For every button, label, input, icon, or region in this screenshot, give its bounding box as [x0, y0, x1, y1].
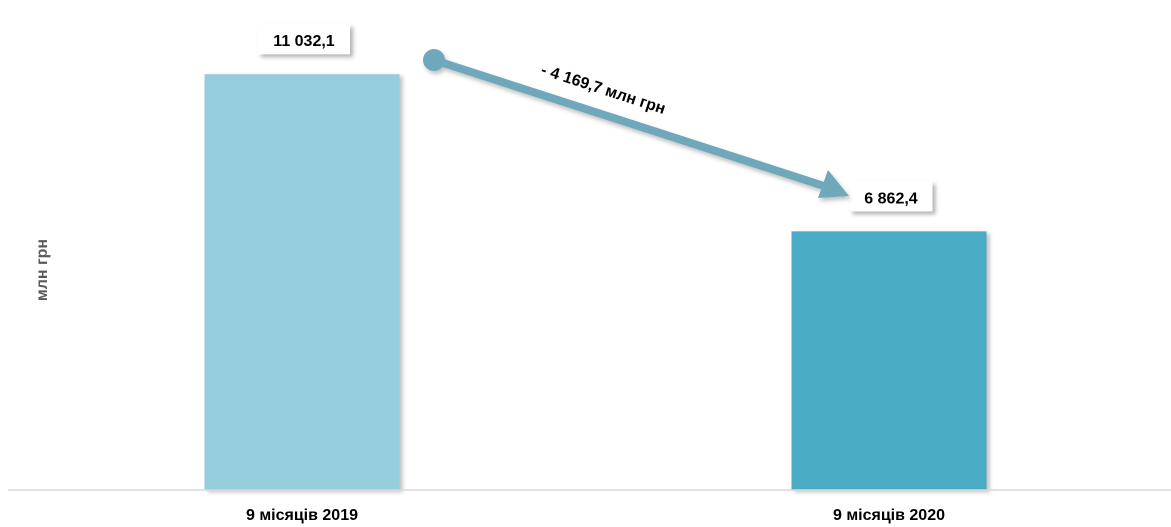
- change-annotation: - 4 169,7 млн грн: [539, 62, 668, 118]
- value-label-2: 6 862,4: [849, 181, 933, 212]
- bar-2: [791, 231, 987, 490]
- change-arrow-start-dot: [423, 49, 445, 71]
- change-arrow: [423, 49, 849, 198]
- y-axis-label: млн грн: [34, 239, 51, 301]
- x-tick-label-2: 9 місяців 2020: [833, 507, 945, 524]
- x-tick-labels: 9 місяців 2019 9 місяців 2020: [246, 507, 945, 524]
- bars: [204, 74, 987, 491]
- bar-1: [204, 74, 400, 491]
- svg-text:11 032,1: 11 032,1: [273, 33, 335, 50]
- svg-text:6 862,4: 6 862,4: [864, 190, 917, 207]
- value-labels: 11 032,1 6 862,4: [258, 24, 933, 212]
- value-label-1: 11 032,1: [258, 24, 350, 55]
- x-tick-label-1: 9 місяців 2019: [246, 507, 358, 524]
- change-arrow-head: [818, 170, 849, 198]
- change-arrow-shaft: [432, 56, 826, 190]
